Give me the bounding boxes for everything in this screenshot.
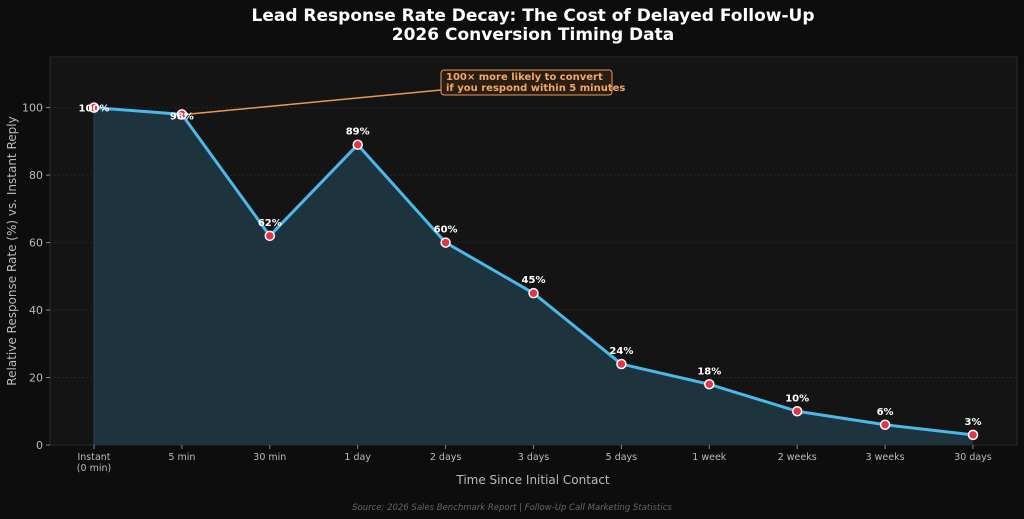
x-tick-label-line: 30 min [253, 452, 286, 463]
data-point [440, 237, 451, 248]
data-point [264, 230, 276, 242]
x-tick-label-line: 5 days [606, 452, 638, 463]
data-point [704, 379, 715, 390]
x-tick-label-line: 2 weeks [778, 452, 817, 463]
data-point [616, 358, 627, 370]
source-note: Source: 2026 Sales Benchmark Report | Fo… [352, 503, 672, 513]
chart-title: Lead Response Rate Decay: The Cost of De… [251, 6, 814, 26]
data-label: 3% [965, 417, 982, 428]
y-tick-label: 40 [29, 304, 43, 317]
x-tick-label: 5 min [168, 452, 195, 463]
x-tick-label-line: 2 days [430, 452, 462, 463]
data-label: 45% [522, 275, 546, 286]
y-axis-ticks: 0 20 40 60 80 100 [22, 102, 50, 452]
x-tick-label: 1 week [692, 452, 727, 463]
data-point [88, 102, 100, 113]
data-point [176, 109, 188, 120]
x-tick-label: Instant (0 min) [77, 452, 111, 474]
x-tick-label: 3 days [518, 452, 550, 463]
x-tick-label-line: 30 days [954, 452, 992, 463]
x-tick-label-line: 5 min [168, 452, 195, 463]
x-tick-label-line: 3 weeks [866, 452, 905, 463]
data-label: 89% [346, 127, 370, 138]
x-tick-label: 30 min [253, 452, 286, 463]
annotation-line-2: if you respond within 5 minutes [446, 83, 625, 94]
x-axis-label: Time Since Initial Contact [455, 473, 610, 487]
x-tick-label-line: 1 day [344, 452, 371, 463]
x-axis-ticks: Instant (0 min) 5 min 30 min 1 day 2 days 3 da… [77, 445, 992, 474]
x-tick-label-line: 1 week [692, 452, 727, 463]
y-tick-label: 100 [22, 102, 43, 115]
data-label: 100% [79, 104, 110, 115]
data-label: 18% [697, 366, 721, 377]
data-point [528, 287, 539, 299]
x-tick-label: 30 days [954, 452, 992, 463]
y-tick-label: 80 [29, 169, 43, 182]
y-tick-label: 0 [36, 439, 43, 452]
data-point [352, 139, 363, 150]
x-tick-label-line: (0 min) [77, 463, 111, 474]
data-point [791, 406, 803, 417]
data-label: 24% [609, 346, 633, 357]
data-point [879, 419, 891, 431]
data-label: 6% [877, 407, 894, 418]
x-tick-label: 2 days [430, 452, 462, 463]
x-tick-label: 2 weeks [778, 452, 817, 463]
x-tick-label: 3 weeks [866, 452, 905, 463]
data-markers [88, 102, 979, 441]
x-tick-label-line: 3 days [518, 452, 550, 463]
annotation-connector [185, 89, 442, 116]
annotation-line-1: 100× more likely to convert [446, 72, 603, 83]
data-label: 62% [258, 218, 282, 229]
x-tick-label: 1 day [344, 452, 371, 463]
annotation: 100× more likely to convert if you respo… [440, 69, 625, 96]
data-label: 10% [785, 393, 809, 404]
y-tick-label: 60 [29, 237, 43, 250]
data-label: 98% [170, 111, 194, 122]
x-tick-label: 5 days [606, 452, 638, 463]
y-axis-label: Relative Response Rate (%) vs. Instant R… [5, 116, 19, 385]
chart-subtitle: 2026 Conversion Timing Data [392, 25, 674, 45]
x-tick-label-line: Instant [77, 452, 110, 463]
data-label: 60% [434, 225, 458, 236]
data-labels: 100% 98% 62% 89% 60% 45% 24% 18% 10% 6% 3% [79, 104, 982, 428]
y-tick-label: 20 [29, 372, 43, 385]
data-point [967, 429, 979, 441]
annotation-box [440, 69, 613, 96]
